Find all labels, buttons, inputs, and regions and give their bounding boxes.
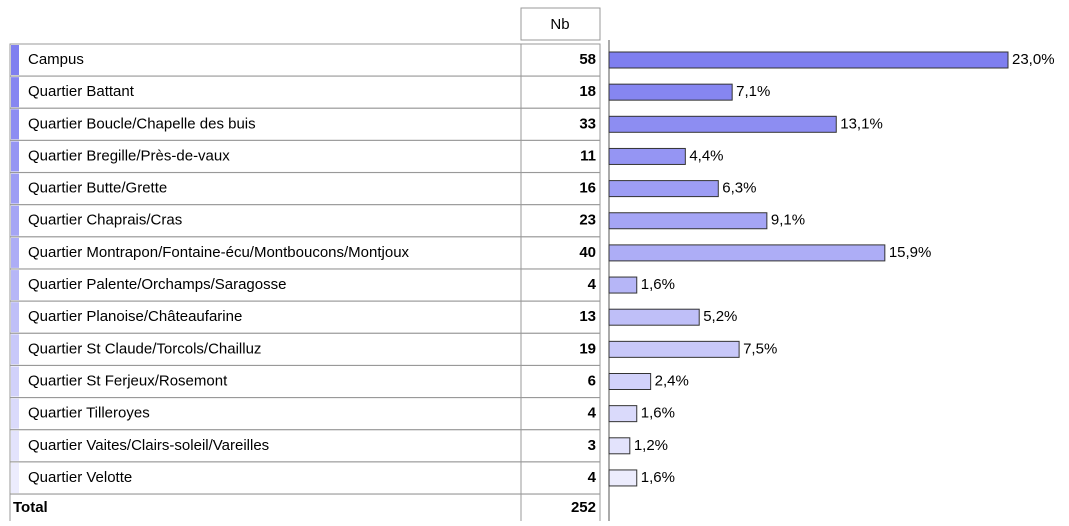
- row-cell: [520, 397, 601, 431]
- count: 3: [588, 437, 596, 454]
- value-label: 4,4%: [689, 147, 723, 164]
- total-cell: [9, 493, 522, 524]
- row-cell: [9, 204, 522, 238]
- category-label: Campus: [28, 51, 84, 68]
- category-label: Quartier Bregille/Près-de-vaux: [28, 147, 230, 164]
- row-marker: [11, 237, 19, 268]
- row-cell: [9, 172, 522, 206]
- bar: [608, 308, 700, 326]
- row-cell: [520, 461, 601, 495]
- row-cell: [520, 172, 601, 206]
- value-label: 1,2%: [634, 437, 668, 454]
- category-label: Quartier Tilleroyes: [28, 405, 150, 422]
- total-count: 252: [571, 499, 596, 516]
- row-cell: [520, 43, 601, 77]
- bar: [608, 469, 638, 487]
- count: 33: [579, 115, 596, 132]
- count: 19: [579, 340, 596, 357]
- row-cell: [9, 43, 522, 77]
- bar: [608, 147, 686, 165]
- category-label: Quartier Planoise/Châteaufarine: [28, 308, 242, 325]
- count: 18: [579, 83, 596, 100]
- value-label: 13,1%: [840, 115, 883, 132]
- row-cell: [9, 429, 522, 463]
- row-cell: [9, 268, 522, 302]
- row-cell: [520, 107, 601, 141]
- row-cell: [520, 365, 601, 398]
- row-marker: [11, 77, 19, 108]
- value-label: 23,0%: [1012, 51, 1055, 68]
- row-marker: [11, 141, 19, 172]
- category-label: Quartier St Claude/Torcols/Chailluz: [28, 340, 261, 357]
- category-label: Quartier Butte/Grette: [28, 180, 167, 197]
- count: 16: [579, 180, 596, 197]
- count: 13: [579, 308, 596, 325]
- row-cell: [520, 75, 601, 109]
- row-marker: [11, 109, 19, 140]
- value-label: 7,1%: [736, 83, 770, 100]
- category-label: Quartier Chaprais/Cras: [28, 212, 182, 229]
- count-header: Nb: [550, 16, 569, 33]
- value-label: 6,3%: [722, 180, 756, 197]
- category-label: Quartier Palente/Orchamps/Saragosse: [28, 276, 286, 293]
- bar: [608, 373, 652, 390]
- row-marker: [11, 205, 19, 236]
- header-cell: [520, 7, 601, 41]
- category-label: Quartier Vaites/Clairs-soleil/Vareilles: [28, 437, 269, 454]
- value-label: 15,9%: [889, 244, 932, 261]
- row-marker: [11, 302, 19, 333]
- value-label: 1,6%: [641, 469, 675, 486]
- bar: [608, 276, 638, 294]
- row-cell: [9, 461, 522, 495]
- count: 6: [588, 372, 596, 389]
- count: 11: [580, 147, 596, 164]
- bar: [608, 405, 638, 423]
- row-cell: [520, 236, 601, 270]
- total-cell: [520, 493, 601, 524]
- value-label: 1,6%: [641, 276, 675, 293]
- row-cell: [520, 429, 601, 463]
- count: 58: [579, 51, 596, 68]
- value-label: 5,2%: [703, 308, 737, 325]
- count: 23: [579, 212, 596, 229]
- value-label: 1,6%: [641, 405, 675, 422]
- row-cell: [520, 300, 601, 334]
- category-label: Quartier Velotte: [28, 469, 132, 486]
- value-label: 9,1%: [771, 212, 805, 229]
- row-marker: [11, 270, 19, 301]
- bar: [608, 83, 733, 101]
- bar: [608, 212, 768, 230]
- row-marker: [11, 398, 19, 429]
- category-label: Quartier Montrapon/Fontaine-écu/Montbouc…: [28, 244, 410, 261]
- value-label: 2,4%: [655, 372, 689, 389]
- row-cell: [520, 139, 601, 173]
- count: 4: [588, 469, 597, 486]
- category-label: Quartier St Ferjeux/Rosemont: [28, 372, 228, 389]
- count: 4: [588, 405, 597, 422]
- category-label: Quartier Battant: [28, 83, 135, 100]
- value-label: 7,5%: [743, 340, 777, 357]
- row-marker: [11, 45, 19, 75]
- bar: [608, 180, 719, 198]
- row-marker: [11, 430, 19, 461]
- row-marker: [11, 173, 19, 204]
- count: 4: [588, 276, 597, 293]
- bar: [608, 244, 886, 262]
- row-cell: [520, 204, 601, 238]
- category-label: Quartier Boucle/Chapelle des buis: [28, 115, 256, 132]
- row-marker: [11, 334, 19, 365]
- total-label: Total: [13, 499, 48, 516]
- bar: [608, 115, 837, 133]
- bar: [608, 340, 740, 358]
- bar: [608, 437, 631, 455]
- row-cell: [9, 332, 522, 366]
- row-cell: [9, 236, 522, 270]
- row-marker: [11, 462, 19, 493]
- bar: [608, 51, 1009, 69]
- row-marker: [11, 366, 19, 397]
- count: 40: [579, 244, 596, 261]
